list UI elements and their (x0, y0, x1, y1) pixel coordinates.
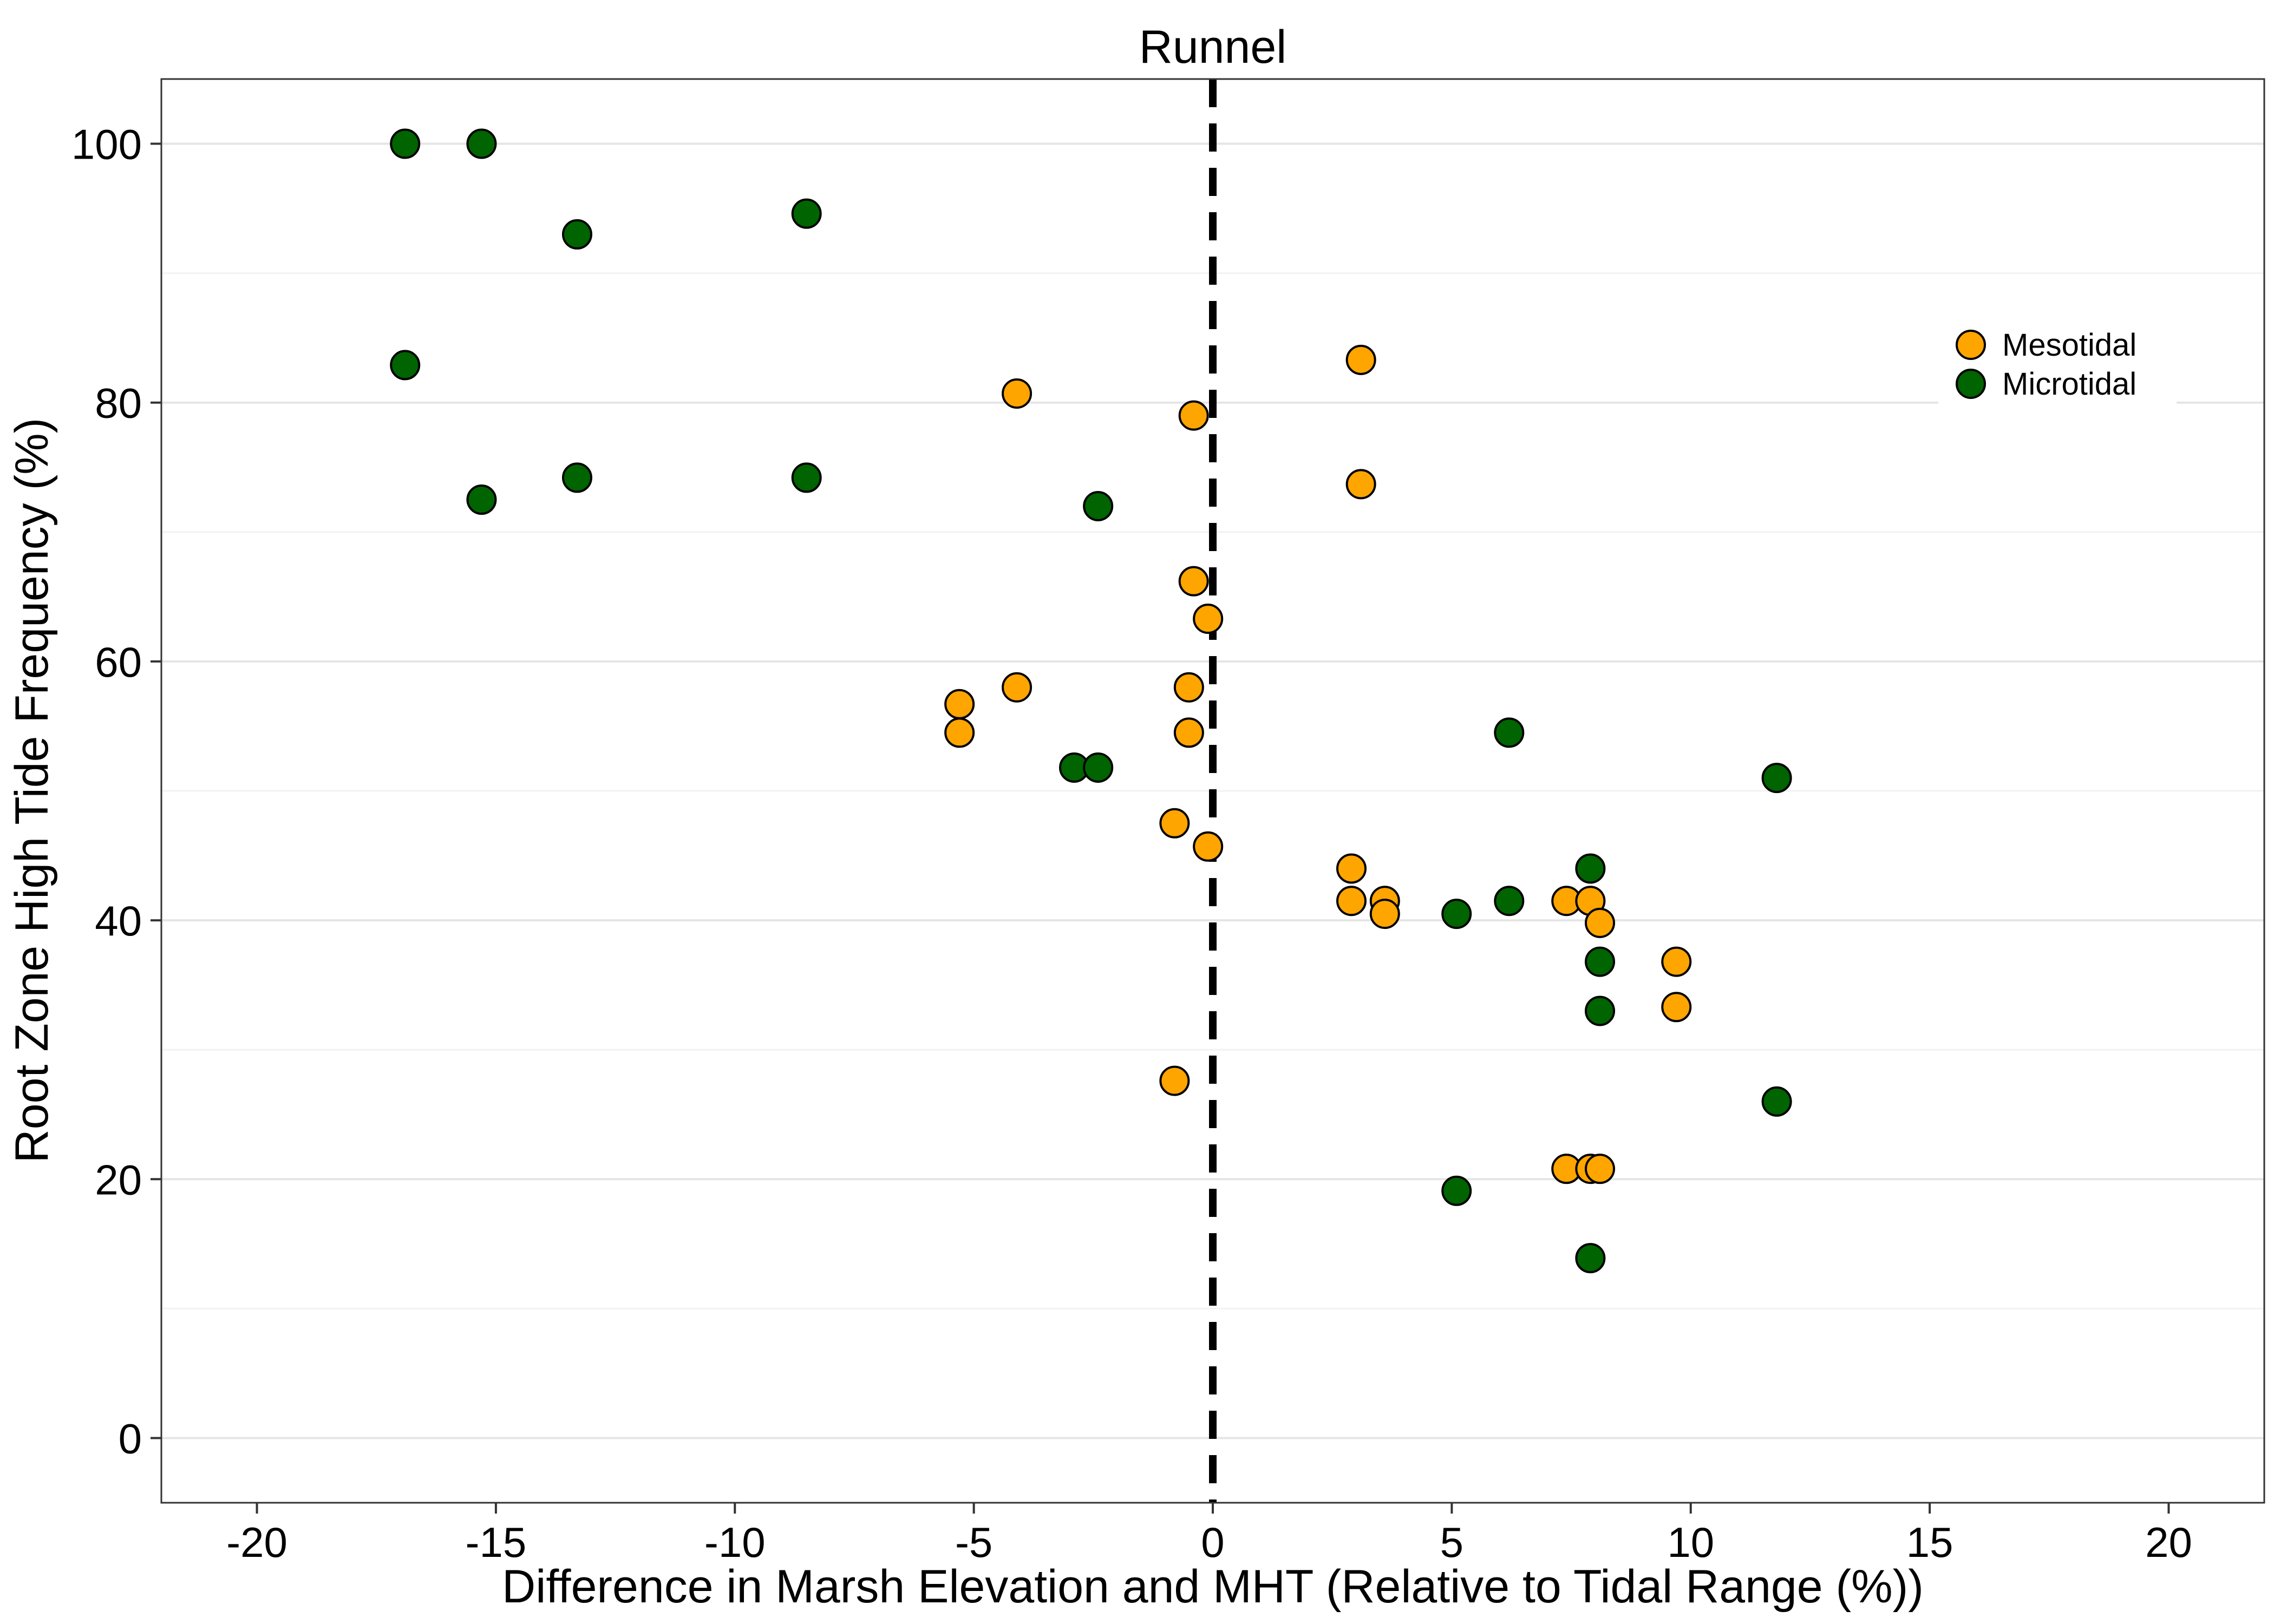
data-point (1585, 1154, 1616, 1184)
data-point (1083, 752, 1114, 783)
data-point (1585, 946, 1616, 977)
data-point (791, 462, 822, 493)
data-point (944, 717, 975, 748)
data-point (1173, 672, 1204, 703)
x-tick-label: -10 (704, 1518, 766, 1566)
data-point (1178, 566, 1209, 597)
data-point (1441, 1175, 1472, 1206)
x-tick-label: 5 (1440, 1518, 1463, 1566)
x-tick-label: 10 (1667, 1518, 1714, 1566)
data-point (390, 128, 421, 159)
x-tick-label: 20 (2145, 1518, 2192, 1566)
x-tick-label: 0 (1201, 1518, 1224, 1566)
data-point (1159, 1065, 1190, 1096)
data-point (1575, 853, 1606, 884)
data-point (1441, 899, 1472, 929)
x-tick-label: -15 (466, 1518, 527, 1566)
data-point (1575, 1243, 1606, 1274)
data-point (1661, 992, 1692, 1023)
data-point (944, 689, 975, 719)
x-tick-label: 15 (1906, 1518, 1953, 1566)
chart-title: Runnel (1139, 21, 1287, 73)
x-tick-label: -20 (226, 1518, 287, 1566)
data-point (1661, 946, 1692, 977)
legend-key-microtidal (1956, 369, 1986, 399)
data-point (1178, 400, 1209, 431)
data-point (1345, 469, 1376, 500)
legend-label: Microtidal (2002, 366, 2136, 402)
data-point (1193, 831, 1224, 862)
data-point (1369, 899, 1400, 929)
data-point (466, 484, 497, 515)
data-point (390, 350, 421, 381)
data-point (1336, 886, 1367, 916)
x-axis-ticks: -20 -15 -10 -5 0 5 10 15 20 (226, 1503, 2192, 1566)
data-point (1585, 996, 1616, 1026)
y-tick-label: 60 (95, 638, 142, 686)
data-point (1336, 853, 1367, 884)
legend-label: Mesotidal (2002, 328, 2136, 363)
y-tick-label: 20 (95, 1156, 142, 1203)
y-tick-label: 40 (95, 897, 142, 945)
data-point (1002, 378, 1033, 409)
data-point (1761, 1086, 1792, 1117)
data-point (1159, 808, 1190, 839)
x-axis-title: Difference in Marsh Elevation and MHT (R… (502, 1561, 1924, 1613)
data-point (1193, 604, 1224, 634)
y-tick-label: 100 (71, 121, 142, 168)
data-point (1083, 491, 1114, 521)
y-tick-label: 80 (95, 379, 142, 427)
y-tick-label: 0 (119, 1415, 142, 1462)
data-point (466, 128, 497, 159)
data-point (1494, 717, 1525, 748)
data-points (390, 128, 1792, 1274)
data-point (1761, 763, 1792, 794)
series-microtidal (390, 128, 1792, 1274)
data-point (561, 219, 592, 250)
series-mesotidal (944, 344, 1692, 1184)
x-tick-label: -5 (955, 1518, 992, 1566)
data-point (1494, 886, 1525, 916)
legend-key-mesotidal (1956, 330, 1986, 360)
y-axis-title: Root Zone High Tide Frequency (%) (6, 418, 58, 1163)
data-point (1585, 907, 1616, 938)
data-point (1173, 717, 1204, 748)
data-point (1345, 344, 1376, 375)
data-point (1002, 672, 1033, 703)
data-point (561, 462, 592, 493)
data-point (791, 198, 822, 229)
y-axis-ticks: 0 20 40 60 80 100 (71, 121, 161, 1462)
